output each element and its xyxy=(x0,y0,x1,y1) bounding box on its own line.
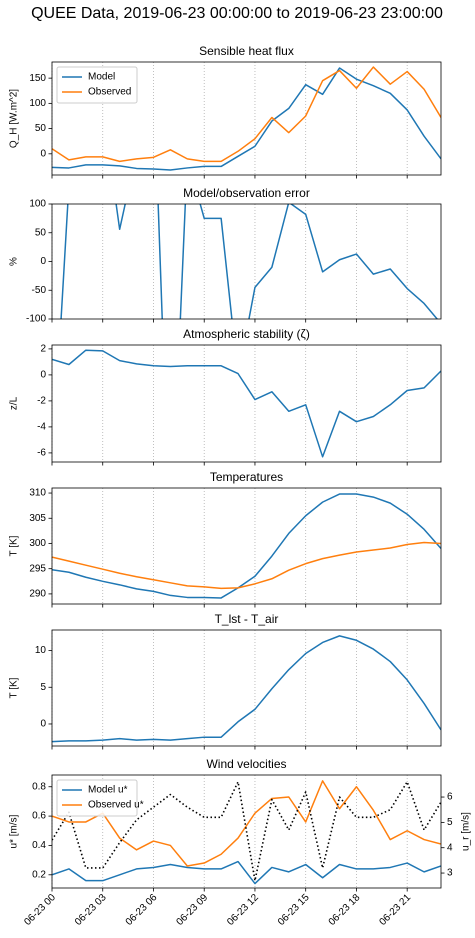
y-tick-label: 150 xyxy=(29,73,46,84)
panel-title: Temperatures xyxy=(210,470,283,484)
series-line xyxy=(60,204,439,319)
y-axis-label: T [K] xyxy=(9,677,20,698)
y-tick-label: -100 xyxy=(26,314,46,325)
y-tick-label: 10 xyxy=(35,645,47,656)
panel-title: Model/observation error xyxy=(183,186,310,200)
y-tick-label: 5 xyxy=(40,682,46,693)
y-tick-label: 0.2 xyxy=(32,869,46,880)
y-tick-label: 100 xyxy=(29,98,46,109)
y-tick-label: 0 xyxy=(40,719,46,730)
y-tick-label: 305 xyxy=(29,513,46,524)
y2-tick-label: 5 xyxy=(447,817,453,828)
plot-frame xyxy=(51,344,442,463)
panel-title: T_lst - T_air xyxy=(215,612,279,626)
legend-label: Observed xyxy=(88,87,131,98)
plot-frame xyxy=(51,774,442,889)
panel-title: Sensible heat flux xyxy=(199,44,294,58)
legend-label: Model u* xyxy=(88,785,128,796)
y-tick-label: 0 xyxy=(40,370,46,381)
plot-frame xyxy=(51,487,442,605)
legend-label: Model xyxy=(88,72,115,83)
panel-title: Atmospheric stability (ζ) xyxy=(183,327,310,341)
y-tick-label: 0.8 xyxy=(32,781,46,792)
y-axis-label: T [K] xyxy=(9,535,20,556)
panel-title: Wind velocities xyxy=(206,757,286,771)
y-tick-label: 100 xyxy=(29,199,46,210)
y2-tick-label: 6 xyxy=(447,792,453,803)
y-tick-label: 50 xyxy=(35,227,47,238)
series-line xyxy=(52,635,441,743)
series-line xyxy=(52,66,441,163)
plot-lines xyxy=(52,66,441,171)
series-line xyxy=(52,67,441,171)
y-tick-label: 0 xyxy=(40,256,46,267)
plot-frame xyxy=(51,629,442,747)
y-tick-label: -4 xyxy=(37,422,46,433)
plot-lines xyxy=(52,349,441,458)
y-axis-label: u* [m/s] xyxy=(9,814,20,848)
series-line xyxy=(52,493,441,599)
y2-axis-label: u_r [m/s] xyxy=(461,812,472,851)
y-tick-label: 0.6 xyxy=(32,811,46,822)
y-tick-label: 2 xyxy=(40,344,46,355)
legend-label: Observed u* xyxy=(88,800,144,811)
legend-box xyxy=(56,779,138,817)
legend-box xyxy=(56,66,138,104)
series-line xyxy=(52,780,441,867)
plot-lines xyxy=(52,493,441,599)
series-line xyxy=(52,860,441,885)
plot-lines xyxy=(52,780,441,885)
series-line xyxy=(52,781,441,882)
series-line xyxy=(52,541,441,590)
plot-frame xyxy=(51,203,442,320)
y2-tick-label: 4 xyxy=(447,842,453,853)
series-line xyxy=(52,349,441,458)
y-tick-label: 0 xyxy=(40,148,46,159)
y-tick-label: -50 xyxy=(32,285,47,296)
figure-title: QUEE Data, 2019-06-23 00:00:00 to 2019-0… xyxy=(31,5,443,22)
y-tick-label: 0.4 xyxy=(32,840,46,851)
y-tick-label: 310 xyxy=(29,488,46,499)
y-tick-label: -6 xyxy=(37,448,46,459)
y-tick-label: 295 xyxy=(29,563,46,574)
y-axis-label: z/L xyxy=(9,396,20,410)
plot-lines xyxy=(60,204,439,319)
y-tick-label: 50 xyxy=(35,123,47,134)
y2-tick-label: 3 xyxy=(447,868,453,879)
y-tick-label: -2 xyxy=(37,396,46,407)
y-axis-label: % xyxy=(9,257,20,266)
y-tick-label: 300 xyxy=(29,538,46,549)
y-tick-label: 290 xyxy=(29,589,46,600)
plot-frame xyxy=(51,61,442,176)
plot-lines xyxy=(52,635,441,743)
y-axis-label: Q_H [W.m^2] xyxy=(9,89,20,148)
